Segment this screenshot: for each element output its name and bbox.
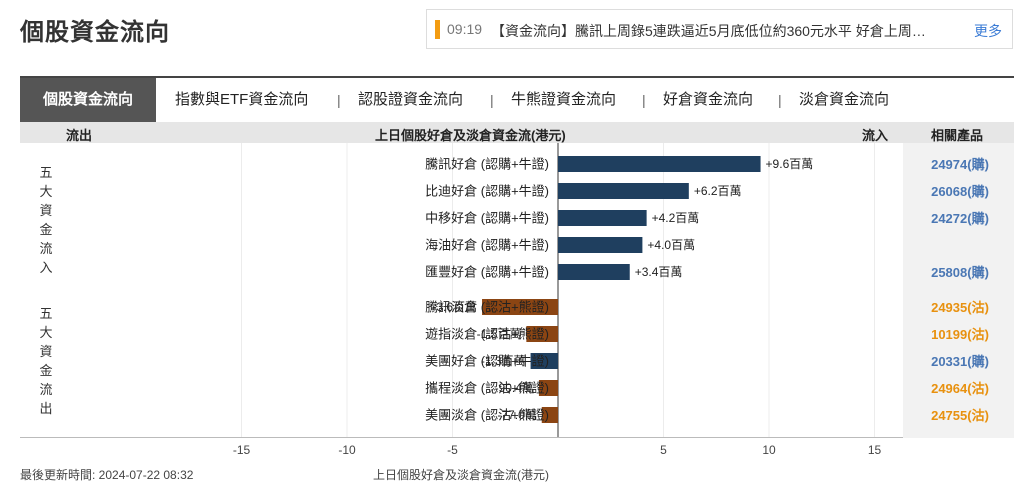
more-link[interactable]: 更多: [974, 23, 1002, 39]
x-tick-label: -10: [338, 443, 356, 457]
flow-value-label: +4.0百萬: [647, 238, 695, 252]
related-product-link[interactable]: 26068(購): [931, 184, 989, 199]
flow-category-label: 騰訊淡倉 (認沽+熊證): [425, 300, 549, 315]
flow-bar: [558, 237, 643, 253]
flow-category-label: 攜程淡倉 (認沽+熊證): [425, 381, 549, 396]
news-ticker[interactable]: 09:19 【資金流向】騰訊上周錄5連跌逼近5月底低位約360元水平 好倉上周……: [426, 9, 1013, 49]
tab-stock-flow[interactable]: 個股資金流向: [20, 78, 156, 122]
flow-bar: [541, 407, 558, 423]
x-tick-label: -15: [233, 443, 251, 457]
flow-bar: [482, 299, 558, 315]
tab-index-etf-flow[interactable]: 指數與ETF資金流向: [175, 91, 309, 108]
flow-category-label: 比迪好倉 (認購+牛證): [425, 184, 549, 199]
related-product-link[interactable]: 24964(沽): [931, 381, 989, 396]
flow-value-label: +4.2百萬: [652, 211, 700, 225]
flow-value-label: +9.6百萬: [766, 157, 814, 171]
flow-value-label: -1.3百萬: [481, 354, 526, 368]
flow-category-label: 遊指淡倉 (認沽+熊證): [425, 327, 549, 342]
tab-short-flow[interactable]: 淡倉資金流向: [799, 91, 890, 108]
chart-header: 流出 上日個股好倉及淡倉資金流(港元) 流入 相關產品: [20, 122, 1014, 143]
flow-bar: [558, 264, 630, 280]
tab-separator: |: [337, 92, 341, 108]
group-label-char: 大: [39, 325, 52, 340]
x-tick-label: 5: [660, 443, 667, 457]
ticker-time: 09:19: [447, 21, 483, 37]
tab-bar: 個股資金流向 指數與ETF資金流向 | 認股證資金流向 | 牛熊證資金流向 | …: [20, 76, 1014, 122]
x-tick-label: -5: [447, 443, 458, 457]
flow-value-label: -90.4萬: [495, 381, 534, 395]
group-label-char: 金: [39, 222, 52, 237]
x-tick-label: 10: [762, 443, 776, 457]
flow-bar: [530, 353, 558, 369]
tab-warrant-flow[interactable]: 認股證資金流向: [358, 91, 464, 108]
group-label-char: 資: [39, 203, 52, 218]
flow-category-label: 美團好倉 (認購+牛證): [425, 354, 549, 369]
group-label-char: 流: [39, 382, 52, 397]
related-product-link[interactable]: 24935(沽): [931, 300, 989, 315]
flow-value-label: -3.6百萬: [432, 300, 477, 314]
related-product-link[interactable]: 25808(購): [931, 265, 989, 280]
related-product-link[interactable]: 10199(沽): [931, 327, 989, 342]
flow-value-label: -77.0萬: [497, 408, 536, 422]
inflow-header: 流入: [862, 128, 889, 143]
group-label-char: 出: [39, 401, 52, 416]
flow-category-label: 匯豐好倉 (認購+牛證): [425, 265, 549, 280]
flow-value-label: +6.2百萬: [694, 184, 742, 198]
tab-cbbc-flow[interactable]: 牛熊證資金流向: [511, 91, 617, 108]
flow-category-label: 騰訊好倉 (認購+牛證): [425, 157, 549, 172]
tab-separator: |: [778, 92, 782, 108]
chart-area: [20, 143, 1014, 438]
last-updated: 最後更新時間: 2024-07-22 08:32: [20, 468, 194, 482]
flow-category-label: 海油好倉 (認購+牛證): [425, 238, 549, 253]
flow-bar: [558, 156, 761, 172]
related-product-link[interactable]: 24974(購): [931, 157, 989, 172]
related-products-column: [903, 143, 1014, 438]
flow-bar: [538, 380, 558, 396]
flow-bar: [558, 183, 689, 199]
flow-category-label: 中移好倉 (認購+牛證): [425, 211, 549, 226]
group-label-char: 大: [39, 184, 52, 199]
group-label-char: 金: [39, 363, 52, 378]
flow-bar: [526, 326, 558, 342]
related-product-link[interactable]: 24272(購): [931, 211, 989, 226]
outflow-header: 流出: [66, 128, 93, 143]
group-label-char: 資: [39, 344, 52, 359]
ticker-headline[interactable]: 【資金流向】騰訊上周錄5連跌逼近5月底低位約360元水平 好倉上周…: [491, 23, 926, 39]
flow-value-label: -1.5百萬: [477, 327, 522, 341]
x-axis-label: 上日個股好倉及淡倉資金流(港元): [373, 468, 549, 482]
group-label-char: 五: [39, 306, 52, 321]
tab-separator: |: [642, 92, 646, 108]
related-product-link[interactable]: 20331(購): [931, 354, 989, 369]
group-label-char: 入: [39, 260, 52, 275]
x-tick-label: 15: [868, 443, 882, 457]
related-products-header: 相關產品: [931, 128, 984, 143]
chart-title: 上日個股好倉及淡倉資金流(港元): [375, 128, 566, 143]
group-label-char: 流: [39, 241, 52, 256]
flow-category-label: 美團淡倉 (認沽+熊證): [425, 408, 549, 423]
tab-long-flow[interactable]: 好倉資金流向: [663, 91, 754, 108]
ticker-accent-bar: [435, 20, 440, 39]
flow-value-label: +3.4百萬: [635, 265, 683, 279]
related-product-link[interactable]: 24755(沽): [931, 408, 989, 423]
group-label-char: 五: [39, 165, 52, 180]
tab-separator: |: [490, 92, 494, 108]
flow-bar: [558, 210, 647, 226]
page-title: 個股資金流向: [20, 19, 170, 46]
